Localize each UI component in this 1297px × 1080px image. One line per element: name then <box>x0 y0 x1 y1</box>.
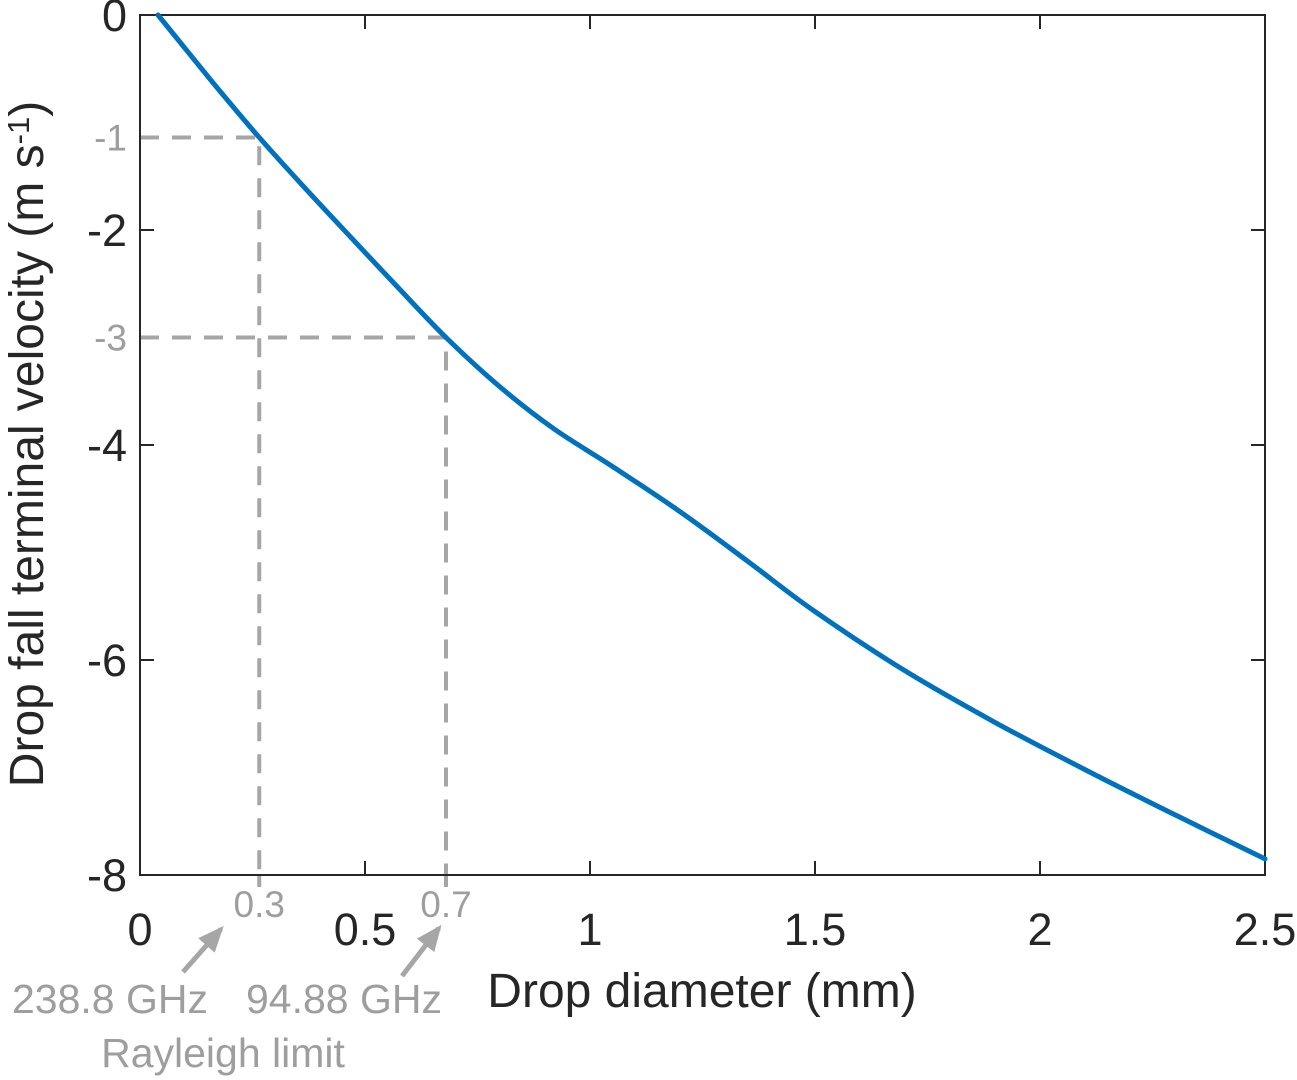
x-tick-label-2.5: 2.5 <box>1234 904 1297 955</box>
y-axis-label-text: Drop fall terminal velocity (m s <box>1 144 54 788</box>
curve-drop-fall-terminal-velocity <box>155 12 1268 862</box>
x-tick-label-1: 1 <box>577 904 602 955</box>
y-tick-label-0: 0 <box>102 0 127 41</box>
dashed-guide-line-0.7 <box>140 335 448 875</box>
annotation-rayleigh-limit: Rayleigh limit <box>101 1030 345 1076</box>
marker-y-tick-label--3: -3 <box>94 318 127 359</box>
y-tick-label--4: -4 <box>87 420 127 471</box>
y-tick-label--8: -8 <box>87 850 127 901</box>
y-axis-label: Drop fall terminal velocity (m s-1) <box>0 14 57 874</box>
dashed-guide-line-0.3 <box>140 135 262 875</box>
plot-box <box>139 14 1266 876</box>
annotation-arrow-2 <box>400 924 442 978</box>
annotation-frequency-238-8-ghz: 238.8 GHz <box>12 976 208 1022</box>
y-tick-label--6: -6 <box>87 635 127 686</box>
annotation-arrow-1 <box>181 926 224 974</box>
y-tick-label--2: -2 <box>87 205 127 256</box>
marker-x-tick-label-0.7: 0.7 <box>420 884 471 925</box>
marker-y-tick-label--1: -1 <box>94 118 127 159</box>
x-tick-label-0: 0 <box>127 904 152 955</box>
x-axis-label: Drop diameter (mm) <box>487 965 917 1018</box>
marker-x-tick-label-0.3: 0.3 <box>234 884 285 925</box>
x-tick-label-1.5: 1.5 <box>784 904 847 955</box>
y-axis-label-superscript: -1 <box>1 116 36 145</box>
annotation-frequency-94-88-ghz: 94.88 GHz <box>246 976 442 1022</box>
x-tick-label-2: 2 <box>1027 904 1052 955</box>
y-axis-label-close: ) <box>1 100 54 117</box>
x-tick-label-0.5: 0.5 <box>334 904 397 955</box>
